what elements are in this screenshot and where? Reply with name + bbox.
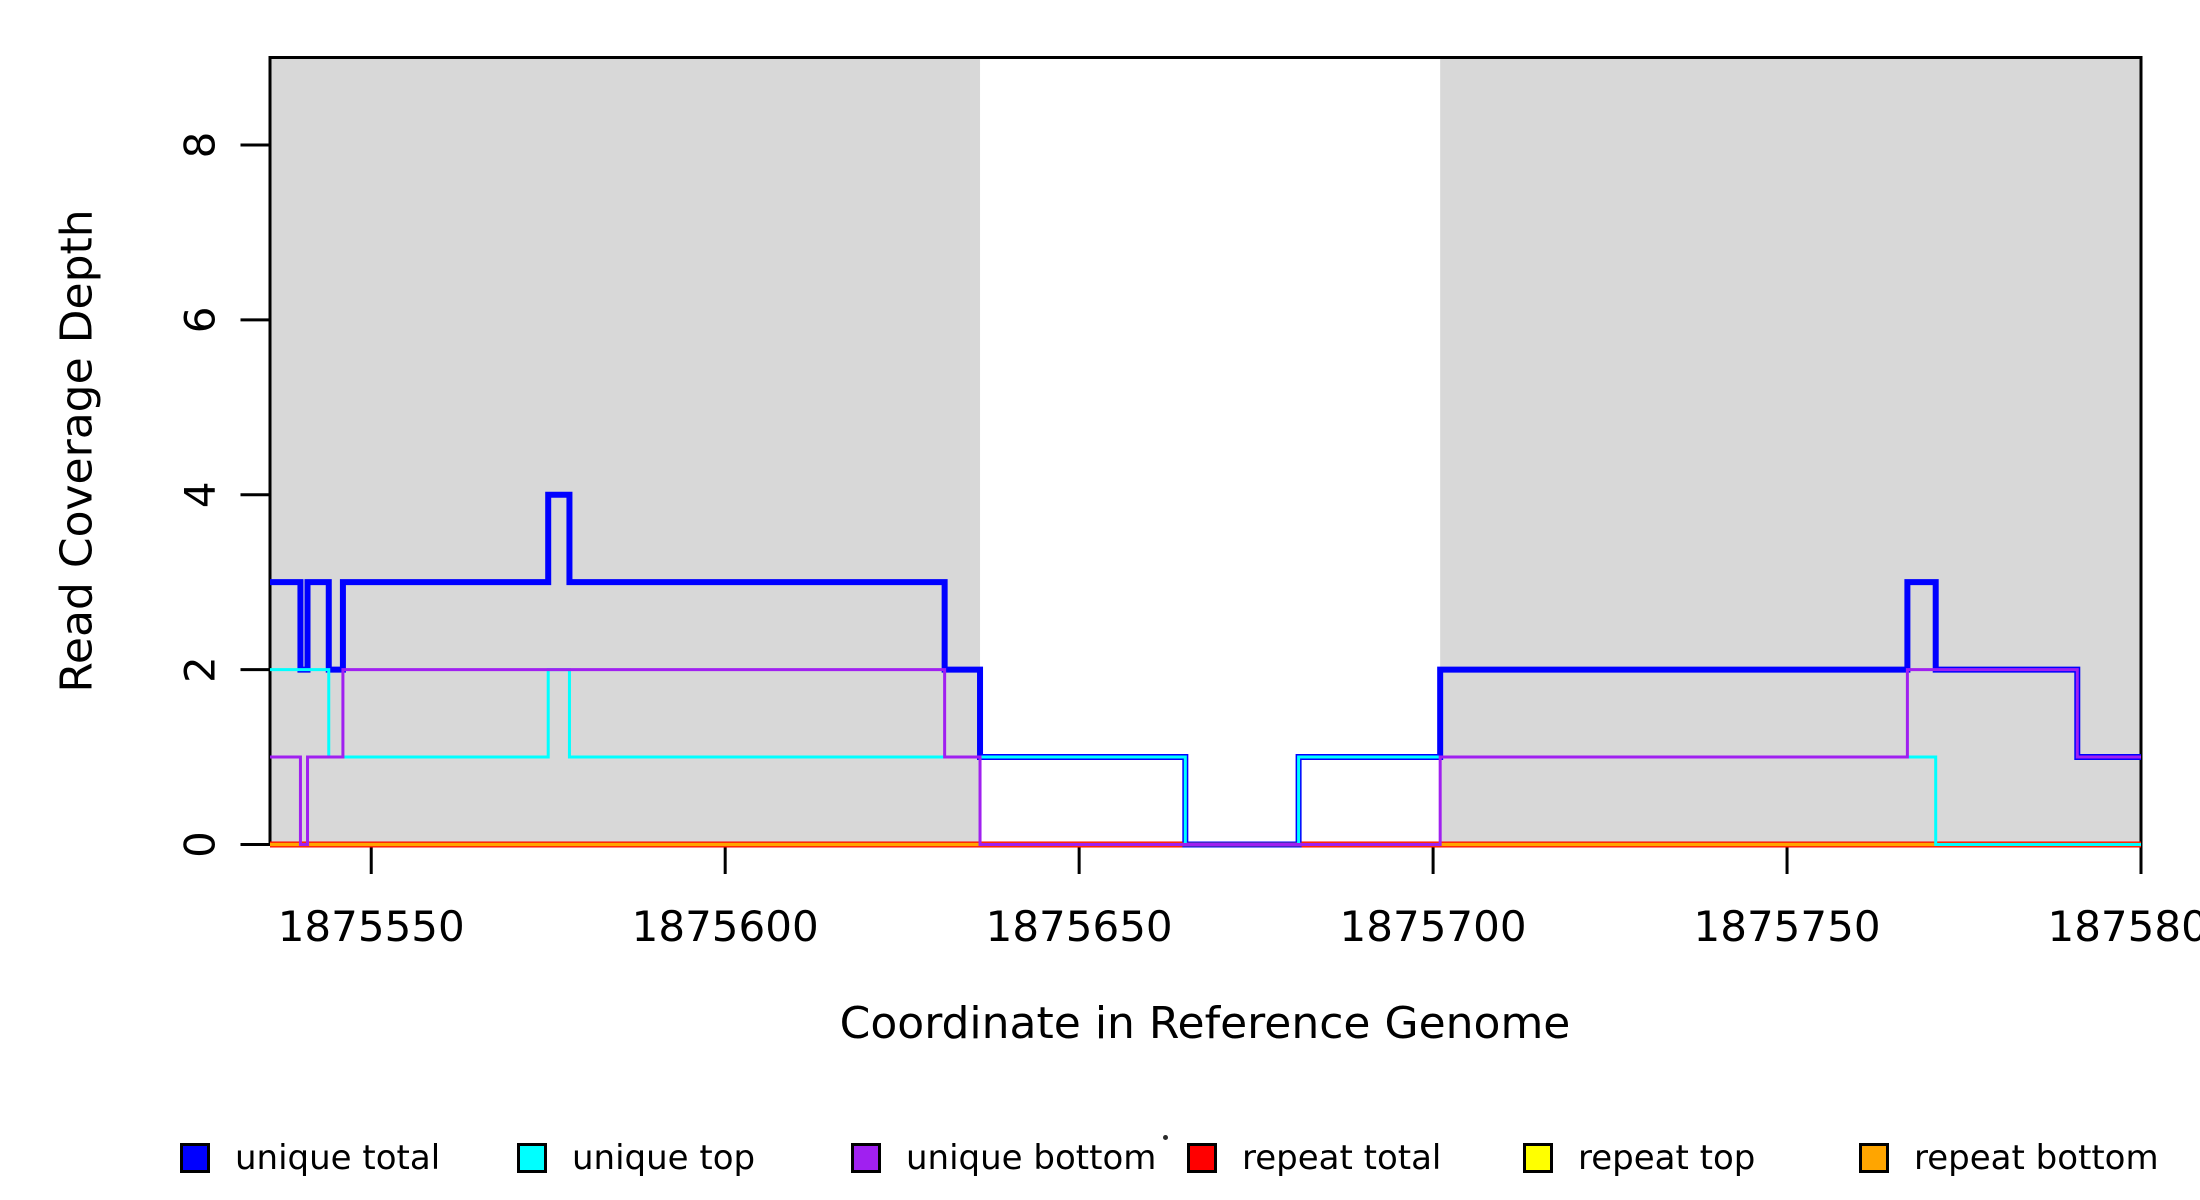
legend-swatch-repeat-total bbox=[1187, 1143, 1217, 1173]
legend-swatch-unique-bottom bbox=[851, 1143, 881, 1173]
y-tick-label: 0 bbox=[176, 831, 225, 858]
x-tick-label: 1875550 bbox=[278, 902, 465, 951]
legend-swatch-unique-total bbox=[180, 1143, 210, 1173]
legend-item-unique-total: unique total bbox=[180, 1138, 441, 1178]
legend-swatch-repeat-bottom bbox=[1859, 1143, 1889, 1173]
legend-label: repeat bottom bbox=[1914, 1138, 2159, 1178]
y-tick-label: 8 bbox=[176, 132, 225, 159]
x-tick-label: 1875700 bbox=[1340, 902, 1527, 951]
y-tick-label: 2 bbox=[176, 656, 225, 683]
shaded-regions-layer bbox=[270, 57, 2141, 845]
legend-label: repeat top bbox=[1578, 1138, 1756, 1178]
series-unique-bottom-line bbox=[270, 668, 2141, 846]
x-tick-label: 1875750 bbox=[1694, 902, 1881, 951]
x-axis-title: Coordinate in Reference Genome bbox=[840, 998, 1571, 1049]
legend-item-repeat-total: repeat total bbox=[1187, 1138, 1442, 1178]
legend-label: unique total bbox=[235, 1138, 441, 1178]
legend-item-unique-bottom: unique bottom bbox=[851, 1138, 1157, 1178]
stray-dot-artifact bbox=[1163, 1135, 1168, 1140]
legend-swatch-repeat-top bbox=[1523, 1143, 1553, 1173]
legend-label: unique top bbox=[572, 1138, 756, 1178]
legend-item-repeat-bottom: repeat bottom bbox=[1859, 1138, 2159, 1178]
legend-item-repeat-top: repeat top bbox=[1523, 1138, 1756, 1178]
x-tick-label: 1875600 bbox=[632, 902, 819, 951]
legend-item-unique-top: unique top bbox=[517, 1138, 756, 1178]
axis-ticks-layer: 1875550 1875600 1875650 1875700 1875750 18758… bbox=[176, 132, 2200, 951]
series-unique-total-line bbox=[270, 491, 2141, 848]
data-series-layer bbox=[270, 491, 2141, 848]
shaded-region bbox=[1440, 57, 2141, 845]
legend-label: unique bottom bbox=[906, 1138, 1157, 1178]
x-tick-label: 1875650 bbox=[986, 902, 1173, 951]
y-axis-title: Read Coverage Depth bbox=[51, 209, 102, 692]
legend-label: repeat total bbox=[1242, 1138, 1442, 1178]
y-tick-label: 4 bbox=[176, 481, 225, 508]
y-tick-label: 6 bbox=[176, 306, 225, 333]
shaded-region bbox=[270, 57, 981, 845]
legend-swatch-unique-top bbox=[517, 1143, 547, 1173]
